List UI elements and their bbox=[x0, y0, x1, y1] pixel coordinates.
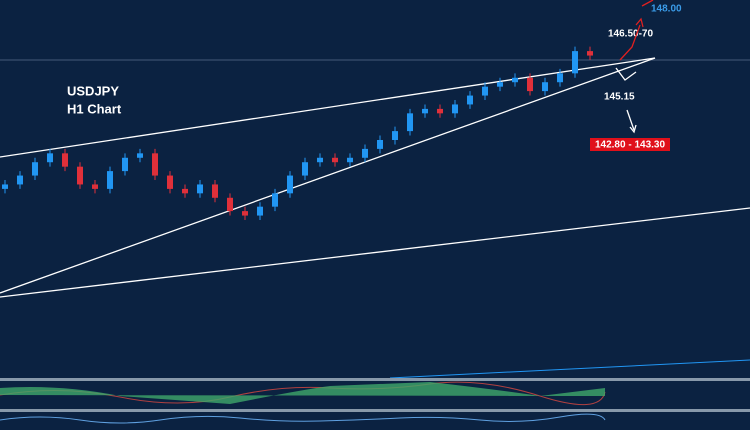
arrow bbox=[615, 67, 637, 81]
candle-body bbox=[452, 104, 458, 114]
candle-body bbox=[107, 171, 113, 189]
candle-body bbox=[527, 77, 533, 92]
annotation: 146.50-70 bbox=[608, 29, 653, 40]
trendline bbox=[0, 207, 750, 298]
candle-body bbox=[62, 153, 68, 167]
candle-body bbox=[482, 86, 488, 96]
candle-body bbox=[362, 148, 368, 158]
arrow bbox=[626, 109, 635, 131]
trendline bbox=[0, 57, 656, 158]
arrow-head bbox=[635, 17, 644, 28]
panel-divider bbox=[0, 409, 750, 412]
candle-body bbox=[212, 184, 218, 198]
candle-body bbox=[347, 157, 353, 163]
candle-body bbox=[32, 162, 38, 176]
candle-body bbox=[512, 77, 518, 83]
candle-body bbox=[2, 184, 8, 189]
annotation: 142.80 - 143.30 bbox=[595, 140, 665, 151]
arrow bbox=[619, 24, 641, 61]
annotation: 145.15 bbox=[604, 92, 635, 103]
candle-body bbox=[332, 157, 338, 163]
oscillator-line bbox=[0, 413, 606, 424]
candle-body bbox=[92, 184, 98, 189]
panel-divider bbox=[0, 378, 750, 381]
candle-body bbox=[542, 82, 548, 92]
candle-body bbox=[122, 157, 128, 172]
trendlines bbox=[0, 57, 750, 298]
trendline bbox=[0, 57, 656, 294]
trendline bbox=[389, 359, 750, 379]
candle-body bbox=[467, 95, 473, 105]
candle-body bbox=[572, 51, 578, 74]
candle-body bbox=[17, 175, 23, 185]
candle-body bbox=[167, 175, 173, 189]
arrow bbox=[641, 0, 654, 7]
candle-body bbox=[557, 73, 563, 83]
candle-body bbox=[272, 193, 278, 207]
candle-body bbox=[587, 51, 593, 56]
candle-body bbox=[422, 108, 428, 114]
candle-body bbox=[257, 206, 263, 216]
annotation-box bbox=[590, 138, 670, 151]
candle-body bbox=[377, 140, 383, 149]
candle-body bbox=[302, 162, 308, 176]
candle-body bbox=[47, 153, 53, 163]
candle-body bbox=[497, 82, 503, 87]
candle-body bbox=[437, 108, 443, 114]
candle-body bbox=[77, 166, 83, 185]
candle-body bbox=[227, 197, 233, 212]
candle-body bbox=[242, 211, 248, 216]
candle-body bbox=[137, 153, 143, 158]
candle-body bbox=[392, 131, 398, 140]
arrows bbox=[615, 0, 654, 134]
oscillator-histogram bbox=[0, 382, 605, 404]
candle-body bbox=[407, 113, 413, 132]
candle-body bbox=[287, 175, 293, 194]
candle-body bbox=[152, 153, 158, 176]
candle-body bbox=[182, 188, 188, 194]
candle-body bbox=[197, 184, 203, 194]
chart-title: USDJPY bbox=[67, 83, 119, 98]
arrow-head bbox=[629, 124, 637, 134]
chart-subtitle: H1 Chart bbox=[67, 101, 122, 116]
annotation: 148.00 bbox=[651, 4, 682, 15]
candle-body bbox=[317, 157, 323, 163]
